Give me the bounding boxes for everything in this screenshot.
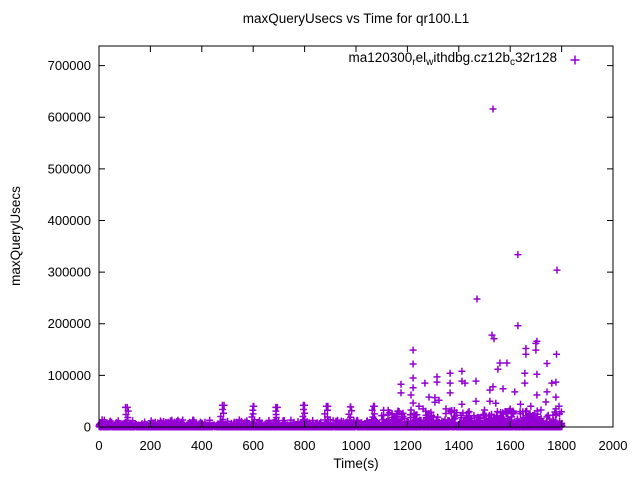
x-tick-label: 800 xyxy=(294,438,316,453)
legend-label-segment: 32r128 xyxy=(515,50,557,65)
y-tick-label: 200000 xyxy=(48,316,91,331)
plot-border xyxy=(98,45,614,428)
legend-label-subscript: c xyxy=(510,57,515,68)
x-tick-label: 600 xyxy=(242,438,264,453)
x-tick-label: 400 xyxy=(191,438,213,453)
legend: ma120300relwithdbg.cz12bc32r128 xyxy=(348,50,580,68)
legend-label-subscript: r xyxy=(412,57,416,68)
chart-title: maxQueryUsecs vs Time for qr100.L1 xyxy=(243,11,470,26)
x-tick-label: 1000 xyxy=(342,438,371,453)
x-axis-ticks: 0 200 400 600 800 1000 1200 1400 1600 1800 2000 xyxy=(95,46,627,453)
plot-border-rect xyxy=(98,45,614,428)
legend-label-segment: ithdbg.cz12b xyxy=(433,50,510,65)
x-axis-label: Time(s) xyxy=(333,456,378,471)
data-points xyxy=(95,105,566,431)
y-tick-label: 400000 xyxy=(48,213,91,228)
x-tick-label: 0 xyxy=(95,438,102,453)
y-axis-label: maxQueryUsecs xyxy=(8,186,23,286)
y-tick-label: 600000 xyxy=(48,110,91,125)
y-tick-label: 300000 xyxy=(48,265,91,280)
y-tick-label: 700000 xyxy=(48,58,91,73)
y-tick-label: 0 xyxy=(84,420,91,435)
x-tick-label: 1800 xyxy=(547,438,576,453)
x-tick-label: 2000 xyxy=(599,438,628,453)
legend-label-segment: el xyxy=(416,50,427,65)
scatter-plus-markers xyxy=(95,105,566,431)
y-tick-label: 100000 xyxy=(48,368,91,383)
x-tick-label: 1400 xyxy=(444,438,473,453)
legend-label-segment: ma120300 xyxy=(348,50,412,65)
x-tick-label: 200 xyxy=(140,438,162,453)
legend-label-subscript: w xyxy=(425,57,434,68)
y-tick-label: 500000 xyxy=(48,161,91,176)
legend-plus-marker xyxy=(570,55,580,65)
legend-label: ma120300relwithdbg.cz12bc32r128 xyxy=(348,50,557,68)
y-axis-ticks: 0 100000 200000 300000 400000 500000 600000 700… xyxy=(48,58,613,435)
x-tick-label: 1600 xyxy=(496,438,525,453)
x-tick-label: 1200 xyxy=(393,438,422,453)
